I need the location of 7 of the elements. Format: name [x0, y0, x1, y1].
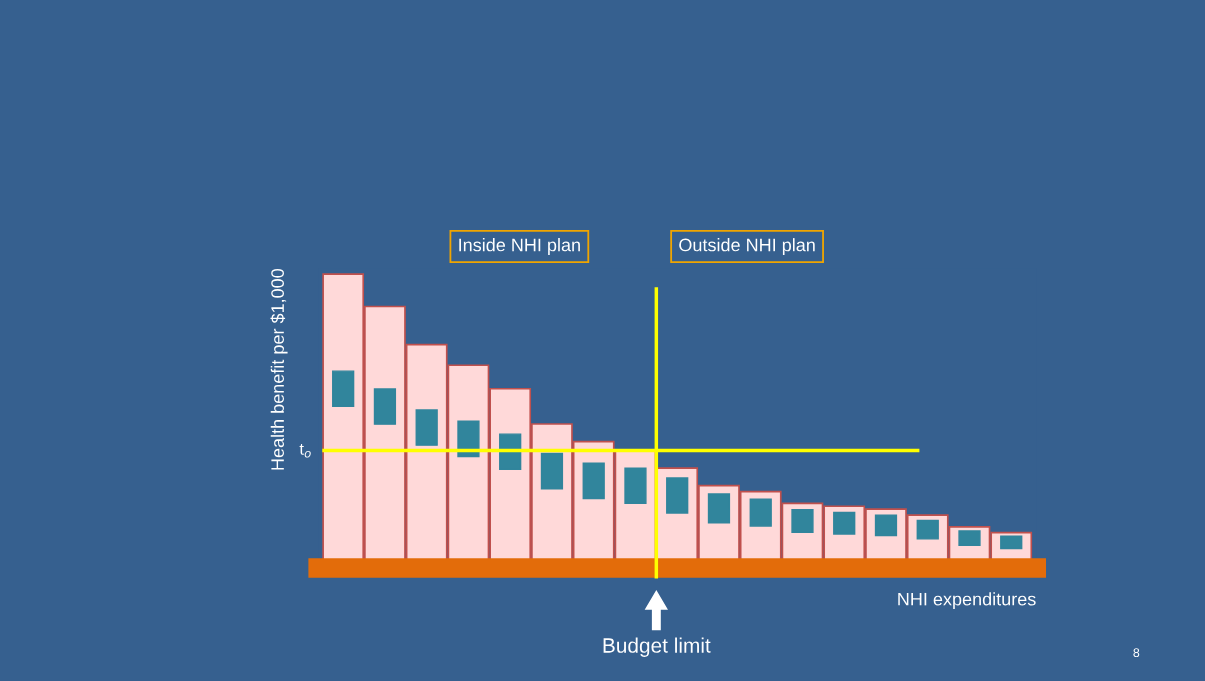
text: Inside NHI plan — [459, 238, 580, 255]
text: Budget limit — [603, 637, 711, 657]
y-axis-title: Health benefit per $1,000 — [270, 269, 288, 470]
ref-line-label: t$_{o}$ — [299, 443, 311, 458]
x-axis-title: NHI expenditures — [898, 592, 1036, 610]
text: 8 — [1133, 648, 1140, 658]
text: Outside NHI plan — [679, 238, 815, 255]
